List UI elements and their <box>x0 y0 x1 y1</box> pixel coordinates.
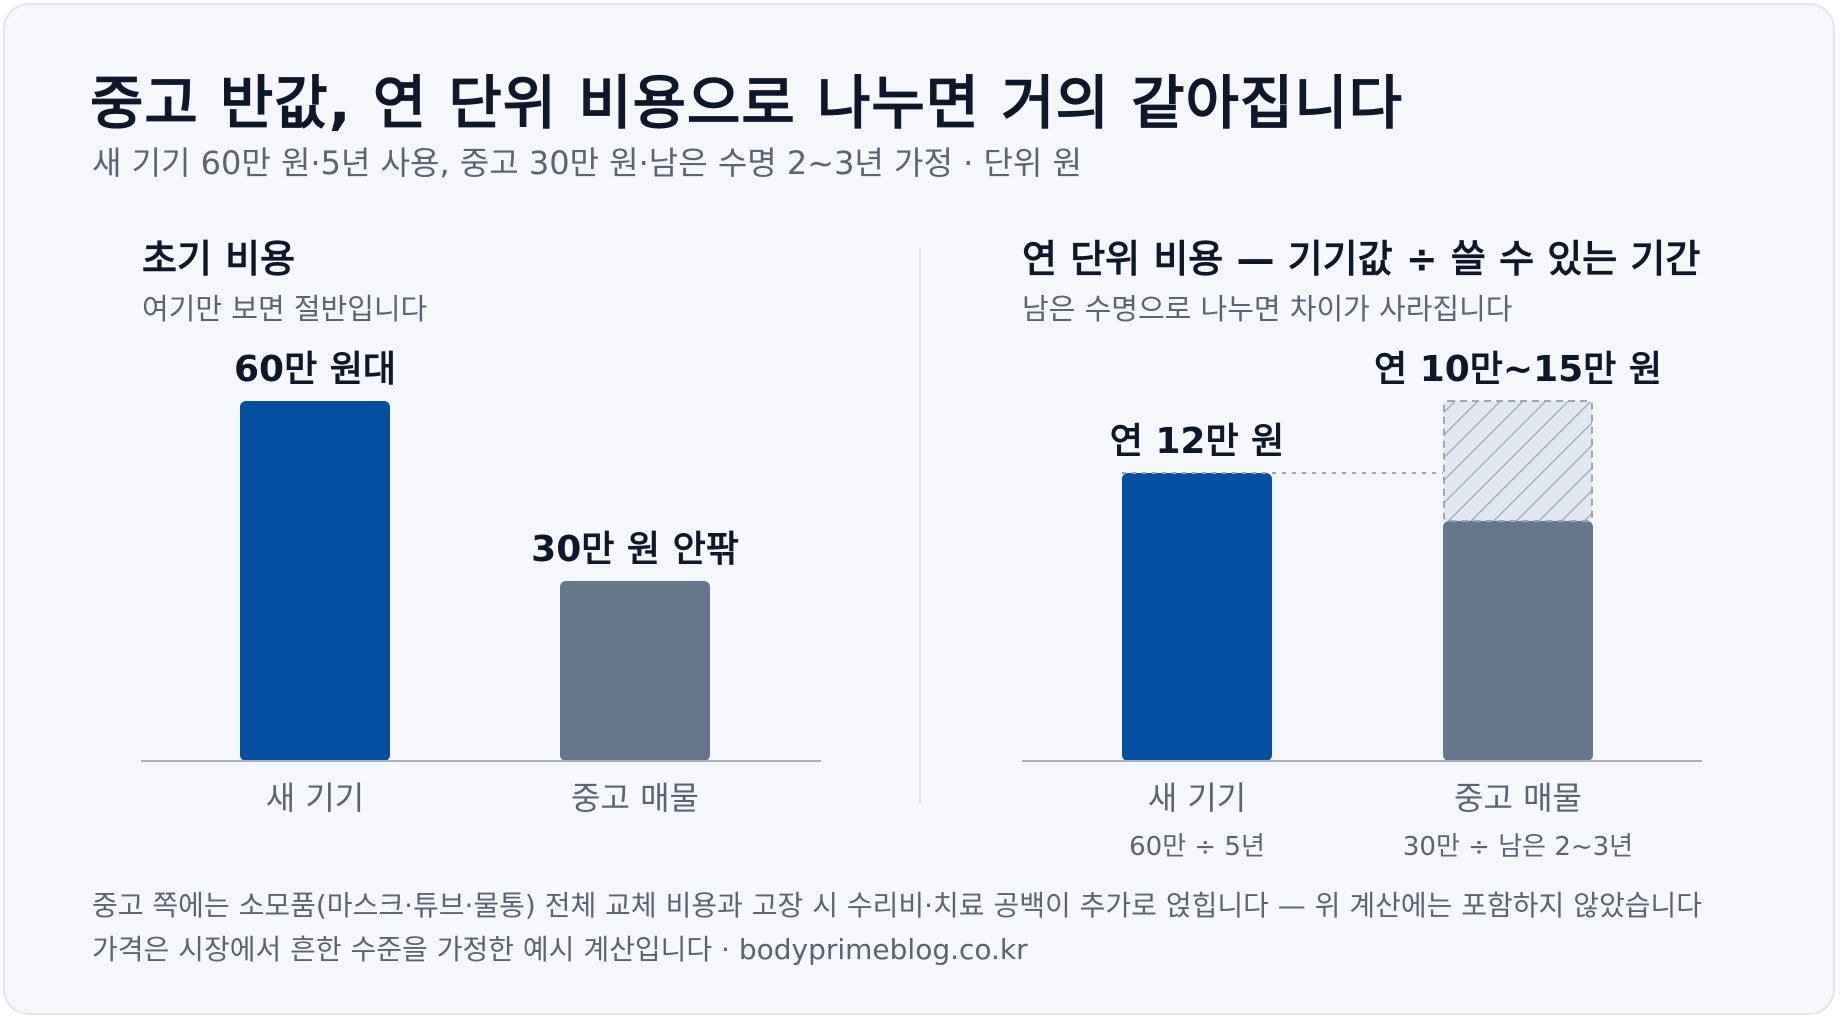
left-panel-title: 초기 비용 <box>142 237 296 281</box>
data-label: 60만 원대 <box>234 349 396 390</box>
data-label: 연 12만 원 <box>1110 421 1285 462</box>
category-label: 중고 매물 <box>1454 779 1582 817</box>
category-sublabel: 60만 ÷ 5년 <box>1129 832 1265 862</box>
category-label: 새 기기 <box>1148 779 1247 817</box>
page-title: 중고 반값, 연 단위 비용으로 나누면 거의 같아집니다 <box>90 69 1403 137</box>
bar-new-device <box>240 401 390 761</box>
category-label: 새 기기 <box>266 779 365 817</box>
page-subtitle: 새 기기 60만 원·5년 사용, 중고 30만 원·남은 수명 2~3년 가정… <box>92 144 1082 182</box>
footnote-costs: 중고 쪽에는 소모품(마스크·튜브·물통) 전체 교체 비용과 고장 시 수리비… <box>92 889 1703 922</box>
bar-new-device <box>1122 473 1272 761</box>
data-label: 연 10만~15만 원 <box>1374 349 1662 390</box>
left-panel-subtitle: 여기만 보면 절반입니다 <box>142 292 428 326</box>
range-bar-used-device <box>1443 400 1593 522</box>
footnote-source: 가격은 시장에서 흔한 수준을 가정한 예시 계산입니다 · bodyprime… <box>92 933 1028 966</box>
data-label: 30만 원 안팎 <box>531 529 739 570</box>
right-panel-title: 연 단위 비용 — 기기값 ÷ 쓸 수 있는 기간 <box>1022 237 1701 281</box>
bar-used-device <box>1443 521 1593 761</box>
category-label: 중고 매물 <box>571 779 699 817</box>
right-panel-subtitle: 남은 수명으로 나누면 차이가 사라집니다 <box>1022 292 1513 326</box>
category-sublabel: 30만 ÷ 남은 2~3년 <box>1403 832 1633 862</box>
panel-divider <box>919 248 921 804</box>
bar-used-device <box>560 581 710 761</box>
